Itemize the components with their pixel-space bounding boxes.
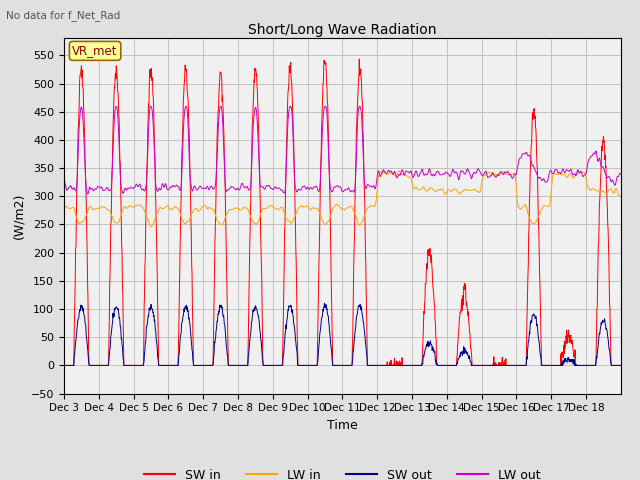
SW in <box>317 150 325 156</box>
Text: No data for f_Net_Rad: No data for f_Net_Rad <box>6 10 121 21</box>
LW in <box>317 215 325 221</box>
SW in <box>60 362 68 368</box>
SW out <box>317 318 325 324</box>
SW in <box>474 362 482 368</box>
SW in <box>328 304 335 310</box>
SW out <box>60 362 68 368</box>
LW out <box>317 149 325 155</box>
LW out <box>84 191 92 197</box>
LW out <box>474 166 482 172</box>
LW out <box>611 181 618 187</box>
LW in <box>395 168 403 174</box>
SW out <box>328 356 336 362</box>
LW in <box>148 224 156 229</box>
Line: SW out: SW out <box>64 303 621 365</box>
SW in <box>556 362 563 368</box>
LW out <box>148 104 156 110</box>
LW in <box>60 207 68 213</box>
LW out <box>556 169 564 175</box>
LW in <box>556 171 564 177</box>
SW in <box>147 75 155 81</box>
SW out <box>147 301 155 307</box>
LW in <box>328 208 336 214</box>
SW out <box>474 362 482 368</box>
Title: Short/Long Wave Radiation: Short/Long Wave Radiation <box>248 23 436 37</box>
Line: LW in: LW in <box>64 171 621 227</box>
LW out <box>60 177 68 183</box>
SW in <box>610 362 618 368</box>
SW out <box>617 362 625 368</box>
Text: VR_met: VR_met <box>72 44 118 58</box>
LW out <box>617 171 625 177</box>
LW out <box>321 103 329 109</box>
LW in <box>611 190 618 195</box>
Legend: SW in, LW in, SW out, LW out: SW in, LW in, SW out, LW out <box>139 464 546 480</box>
LW in <box>474 189 482 195</box>
SW in <box>355 56 363 62</box>
Line: SW in: SW in <box>64 59 621 365</box>
LW out <box>328 189 336 194</box>
SW out <box>556 362 563 368</box>
SW out <box>321 300 328 306</box>
Y-axis label: (W/m2): (W/m2) <box>12 193 26 239</box>
Line: LW out: LW out <box>64 106 621 194</box>
X-axis label: Time: Time <box>327 419 358 432</box>
SW out <box>610 362 618 368</box>
LW in <box>617 193 625 199</box>
LW in <box>147 224 155 229</box>
SW in <box>617 362 625 368</box>
